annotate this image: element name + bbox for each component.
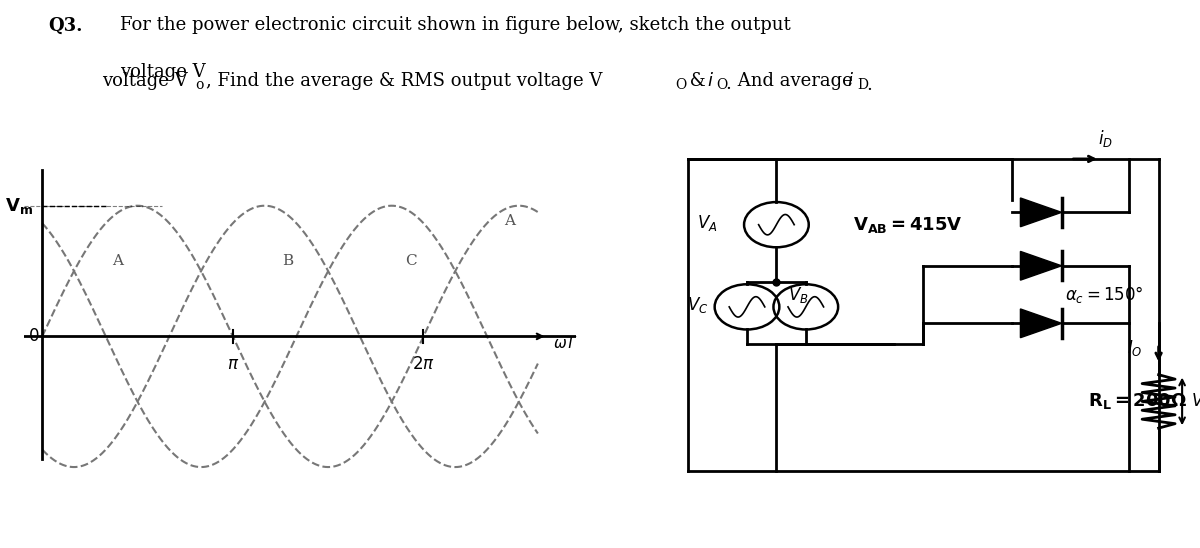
Text: D: D <box>857 78 868 92</box>
Polygon shape <box>1020 252 1062 280</box>
Text: .: . <box>866 76 872 94</box>
Text: C: C <box>406 254 418 267</box>
Text: $\omega T$: $\omega T$ <box>553 335 578 351</box>
Text: $V_A$: $V_A$ <box>697 213 718 232</box>
Text: And average: And average <box>732 72 858 90</box>
Text: $2\pi$: $2\pi$ <box>412 356 434 373</box>
Text: B: B <box>282 254 293 267</box>
Text: , Find the average & RMS output voltage V: , Find the average & RMS output voltage … <box>206 72 602 90</box>
Text: A: A <box>113 254 124 267</box>
Text: o: o <box>196 78 204 92</box>
Text: &: & <box>684 72 712 90</box>
Text: Q3.: Q3. <box>48 16 83 35</box>
Text: $V_C$: $V_C$ <box>688 295 709 315</box>
Text: A: A <box>504 214 515 229</box>
Text: $\mathbf{R_L = 200\Omega}$: $\mathbf{R_L = 200\Omega}$ <box>1088 391 1187 412</box>
Text: $i$: $i$ <box>707 72 714 90</box>
Text: $V_O$: $V_O$ <box>1190 391 1200 412</box>
Polygon shape <box>1020 309 1062 338</box>
Text: $V_B$: $V_B$ <box>788 284 809 305</box>
Text: For the power electronic circuit shown in figure below, sketch the output: For the power electronic circuit shown i… <box>120 16 791 35</box>
Text: $\mathbf{V_m}$: $\mathbf{V_m}$ <box>5 196 34 216</box>
Text: $i_D$: $i_D$ <box>1098 128 1114 149</box>
Text: voltage V: voltage V <box>120 63 205 81</box>
Polygon shape <box>1020 198 1062 227</box>
Text: $\mathbf{V_{AB} = 415V}$: $\mathbf{V_{AB} = 415V}$ <box>853 215 962 235</box>
Text: $i$: $i$ <box>847 72 854 90</box>
Text: $\alpha_c = 150°$: $\alpha_c = 150°$ <box>1064 284 1144 305</box>
Text: O: O <box>716 78 727 92</box>
Text: $\pi$: $\pi$ <box>227 356 239 373</box>
Text: $0$: $0$ <box>28 328 40 345</box>
Text: O: O <box>676 78 686 92</box>
Text: voltage V: voltage V <box>102 72 187 90</box>
Text: .: . <box>725 75 731 93</box>
Text: $I_O$: $I_O$ <box>1127 338 1142 358</box>
